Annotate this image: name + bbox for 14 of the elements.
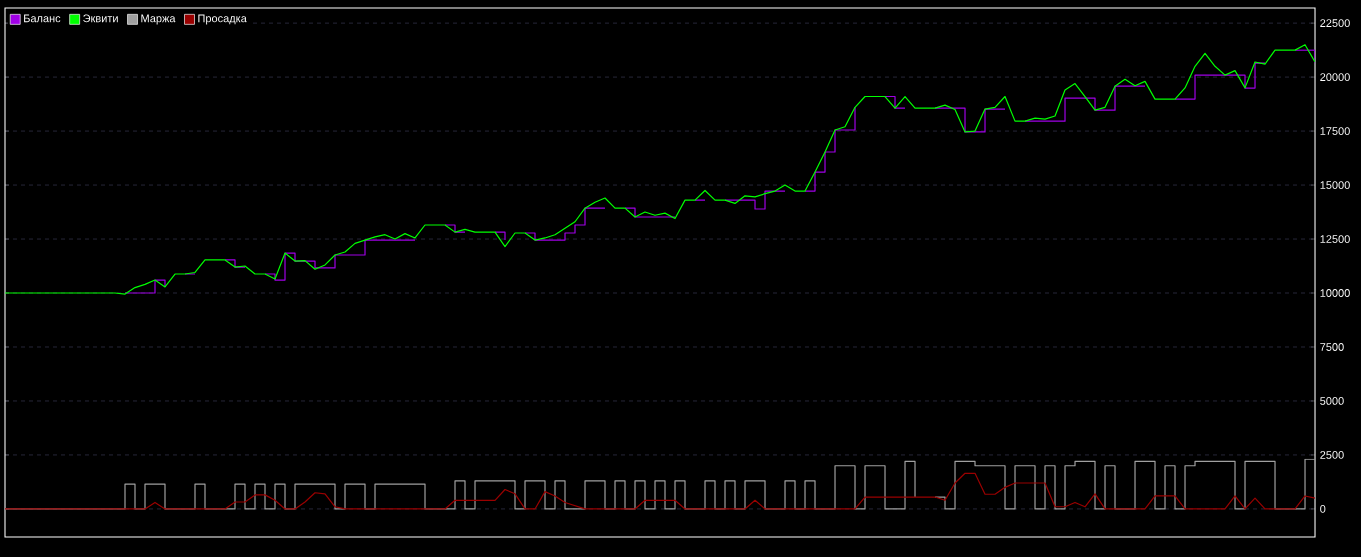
y-tick-label: 2500 [1320,451,1344,459]
legend-label: Эквити [83,14,118,23]
legend-label: Просадка [198,14,247,25]
y-tick-label: 0 [1320,505,1326,513]
y-tick-label: 7500 [1320,343,1344,351]
y-tick-label: 10000 [1320,289,1350,297]
y-tick-label: 17500 [1320,127,1350,135]
legend-label: Маржа [141,14,176,25]
y-tick-label: 12500 [1320,235,1350,243]
y-tick-label: 15000 [1320,181,1350,189]
y-tick-label: 22500 [1320,19,1350,27]
y-tick-label: 20000 [1320,73,1350,81]
y-tick-label: 5000 [1320,397,1344,405]
legend-label: Баланс [24,14,61,23]
